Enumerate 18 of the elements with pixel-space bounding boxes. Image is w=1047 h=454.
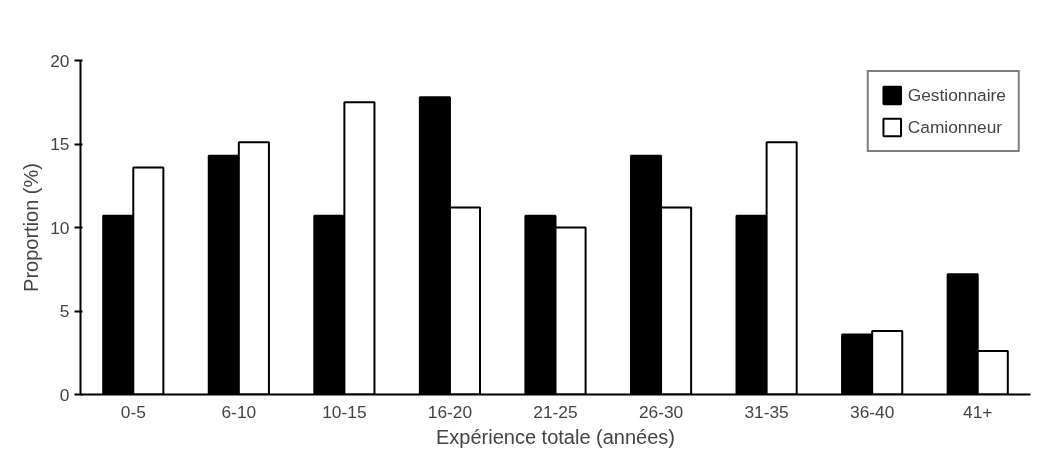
x-tick-label: 31-35 (744, 401, 789, 422)
x-tick-label: 0-5 (120, 401, 146, 422)
legend-label: Camionneur (907, 116, 1003, 138)
y-tick-label: 10 (50, 217, 70, 238)
x-tick-label: 6-10 (221, 401, 257, 422)
x-tick-label: 21-25 (533, 401, 578, 422)
x-tick-label: 41+ (963, 401, 993, 422)
x-tick-label: 26-30 (638, 401, 684, 422)
y-axis-title: Proportion (%) (20, 163, 43, 292)
x-axis-title: Expérience totale (années) (435, 425, 676, 448)
y-tick-label: 5 (59, 301, 70, 321)
y-tick-label: 15 (50, 134, 70, 154)
x-tick-label: 36-40 (850, 401, 895, 422)
x-tick-label: 16-20 (427, 401, 473, 422)
y-tick-label: 20 (50, 50, 70, 71)
legend-label: Gestionnaire (907, 84, 1006, 106)
y-tick-label: 0 (59, 384, 70, 405)
x-tick-label: 10-15 (322, 401, 367, 422)
